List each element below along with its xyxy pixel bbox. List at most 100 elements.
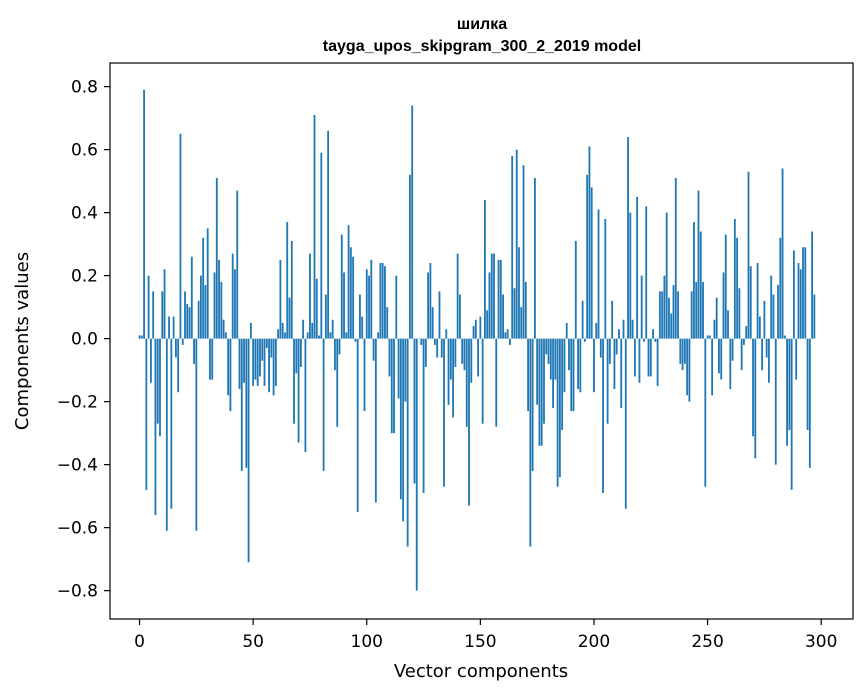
bar [493,253,495,339]
bar [527,338,529,412]
bar [724,234,727,339]
bar [749,266,752,339]
bar [674,177,677,339]
bar [377,332,380,339]
bar [545,338,548,355]
bar [715,297,718,339]
bar [702,281,704,339]
bar [568,338,570,371]
y-tick-label: 0.8 [71,78,98,98]
bar [645,206,648,339]
bar [620,338,623,408]
bar [474,319,477,339]
bar [315,278,318,339]
bar [558,338,561,478]
bar [293,338,295,424]
bar [365,269,368,339]
bar [574,240,577,339]
bar [188,307,191,339]
bar [306,332,309,339]
bar [431,307,434,339]
bar [538,338,541,446]
bar [309,253,311,339]
y-tick-label: −0.6 [57,519,98,539]
bar [633,338,636,377]
bar [245,338,248,468]
bar [149,338,152,383]
bar [774,338,777,465]
bar [522,165,525,339]
bar [586,174,589,339]
bar [170,338,173,509]
bar [422,338,425,493]
bar [770,275,773,339]
bar [152,291,155,339]
bar [436,338,439,358]
bar [611,300,614,339]
y-axis: −0.8 −0.6 −0.4 −0.2 0.0 0.2 0.4 0.6 0.8 [57,78,110,602]
bar [761,338,764,371]
bar [177,338,180,393]
bar [345,332,348,339]
bar [506,329,509,339]
bar [733,218,736,339]
bar [790,338,793,490]
bar [427,272,430,339]
bar [174,338,177,358]
bar [622,319,625,339]
bar [495,338,498,427]
bar [359,294,361,339]
bar [738,288,741,339]
bar [768,338,770,383]
bar [322,338,325,471]
bar [504,332,507,339]
bar [524,281,527,339]
bar [552,338,554,408]
bar [447,338,450,405]
bar [179,133,182,339]
bar [788,338,791,430]
bar [154,338,157,516]
bar [181,338,184,345]
bar [295,338,298,374]
bar [781,168,784,339]
bar [406,338,409,547]
bar [484,200,486,339]
bar [627,137,629,339]
bar [649,338,652,377]
bar [811,231,814,339]
bar [499,259,502,339]
y-tick-label: −0.8 [57,582,98,602]
bar [772,294,775,339]
bar [488,272,491,339]
bar [531,338,534,471]
bar [690,291,693,339]
bar [463,338,466,371]
bar [629,212,632,339]
bar [402,338,405,522]
bar [643,338,645,342]
bar [647,338,650,377]
bar [806,338,809,430]
y-tick-label: 0.6 [71,141,98,161]
bar [211,338,214,380]
x-tick-label: 50 [242,632,264,652]
bar [234,269,236,339]
bar [743,338,745,345]
bar [679,338,682,364]
bar [459,294,461,339]
bar [652,329,654,339]
bar [161,291,164,339]
bar [206,228,209,339]
bar [288,297,291,339]
bar [736,237,739,339]
bar [404,338,407,402]
y-tick-label: 0.0 [71,330,98,350]
bar [290,240,293,339]
bar [384,266,386,339]
bar [665,212,668,339]
bar [370,259,373,339]
bar [556,338,559,487]
bar [302,319,305,339]
